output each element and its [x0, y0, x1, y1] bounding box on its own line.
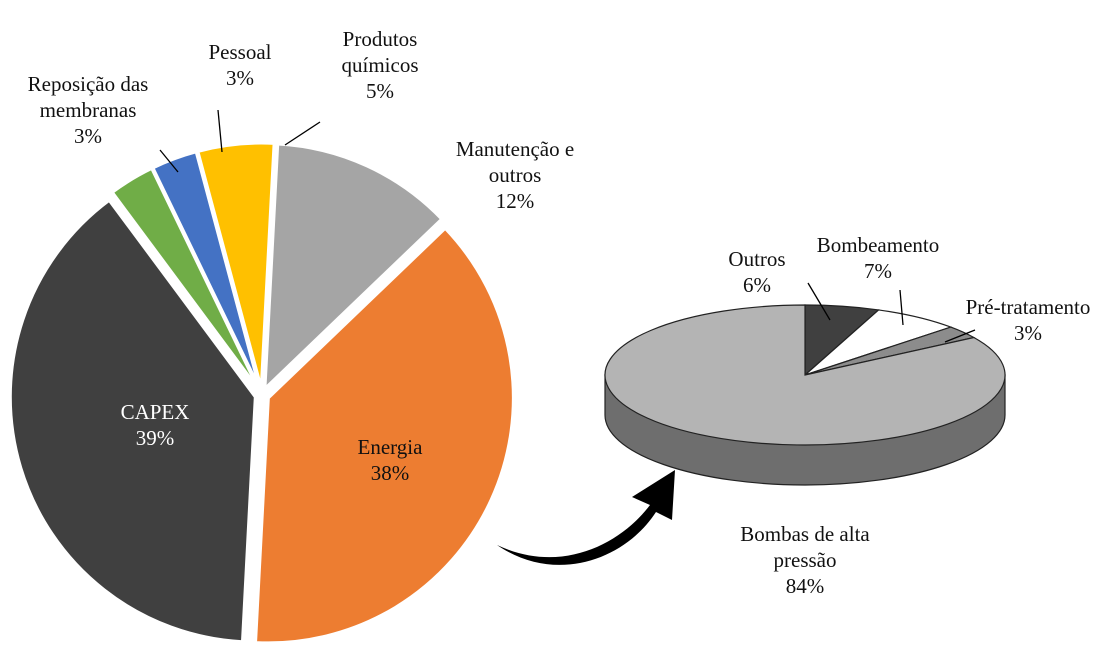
category-label: Produtos químicos [341, 27, 419, 77]
value-label: 6% [743, 273, 771, 297]
slice-label: Bombeamento 7% [798, 232, 958, 284]
leader-line [899, 289, 904, 326]
value-label: 3% [226, 66, 254, 90]
pie-slice [8, 198, 257, 644]
category-label: Bombas de alta pressão [740, 522, 870, 572]
slice-label: Pessoal 3% [180, 39, 300, 91]
value-label: 3% [1014, 321, 1042, 345]
category-label: Manutenção e outros [455, 137, 575, 187]
pie-slice [196, 141, 276, 389]
slice-label: Outros 6% [707, 246, 807, 298]
slice-label: Pré-tratamento 3% [943, 294, 1113, 346]
pie-slice [263, 142, 444, 393]
value-label: 12% [495, 189, 535, 213]
category-label: CAPEX [120, 400, 190, 424]
slice-label: Reposição das membranas 3% [1, 71, 176, 149]
slice-label: Energia 38% [290, 434, 490, 486]
category-label: Bombeamento [816, 233, 940, 257]
slice-label: Manutenção e outros 12% [433, 136, 598, 214]
slice-label: Bombas de alta pressão 84% [720, 521, 890, 599]
category-label: Pré-tratamento [965, 295, 1091, 319]
leader-line [944, 329, 976, 343]
leader-line [217, 109, 223, 153]
arrow [497, 470, 675, 565]
leader-line [159, 149, 179, 173]
value-label: 39% [135, 426, 175, 450]
pie-slice [150, 149, 262, 390]
leader-line [284, 121, 321, 146]
pie-slice [253, 226, 515, 645]
value-label: 7% [864, 259, 892, 283]
pie-slice [604, 304, 1006, 446]
value-label: 38% [370, 461, 410, 485]
category-label: Pessoal [208, 40, 272, 64]
slice-label: Produtos químicos 5% [320, 26, 440, 104]
category-label: Outros [728, 247, 786, 271]
leader-line [807, 282, 831, 321]
slice-label: CAPEX 39% [55, 399, 255, 451]
value-label: 5% [366, 79, 394, 103]
value-label: 3% [74, 124, 102, 148]
value-label: 84% [785, 574, 825, 598]
category-label: Energia [357, 435, 423, 459]
category-label: Reposição das membranas [27, 72, 149, 122]
